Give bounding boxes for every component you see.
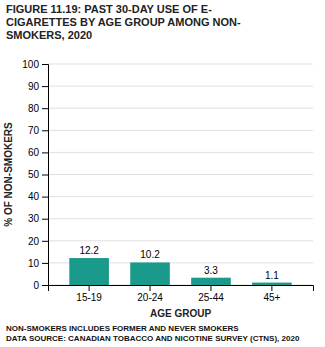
x-tick-label: 15-19 (76, 292, 102, 303)
y-tick: 40 (28, 191, 48, 202)
data-label: 10.2 (140, 249, 160, 260)
y-tick-label: 50 (28, 169, 40, 180)
x-axis-line (49, 286, 314, 292)
y-tick: 100 (22, 59, 48, 70)
x-tick-mark (89, 285, 90, 291)
grid-line (48, 174, 313, 175)
grid-line (48, 130, 313, 131)
y-tick-label: 70 (28, 125, 40, 136)
x-tick: 20-24 (137, 285, 163, 303)
x-tick-mark (271, 285, 272, 291)
footnote: NON-SMOKERS INCLUDES FORMER AND NEVER SM… (6, 324, 239, 333)
y-tick-label: 100 (22, 59, 39, 70)
x-tick-mark (210, 285, 211, 291)
data-label: 1.1 (265, 270, 279, 281)
plot: 12.2 10.2 3.3 1.1 15-19 20-24 25-44 45+ 0 10 20 30 4… (22, 59, 313, 303)
y-tick-label: 60 (28, 147, 40, 158)
y-tick-label: 0 (33, 280, 39, 291)
y-tick-mark (42, 108, 48, 109)
x-tick-label: 20-24 (137, 292, 163, 303)
y-tick: 70 (28, 125, 48, 136)
grid-line (48, 152, 313, 153)
y-tick: 80 (28, 103, 48, 114)
y-tick-mark (42, 197, 48, 198)
x-tick-label: 45+ (263, 292, 280, 303)
y-tick-mark (42, 285, 48, 286)
y-tick-label: 20 (28, 236, 40, 247)
title-line: CIGARETTES BY AGE GROUP AMONG NON- (6, 16, 241, 28)
y-tick: 30 (28, 213, 48, 224)
y-tick-label: 90 (28, 81, 40, 92)
grid-line (48, 240, 313, 241)
bar (252, 283, 292, 285)
grid-line (48, 108, 313, 109)
y-tick: 20 (28, 236, 48, 247)
grid-line (48, 218, 313, 219)
y-tick: 50 (28, 169, 48, 180)
y-tick-mark (42, 130, 48, 131)
grid-line (48, 86, 313, 87)
y-tick: 0 (33, 280, 48, 291)
y-axis: 0 10 20 30 40 50 60 70 80 90 100 (22, 59, 48, 291)
bars (69, 258, 291, 285)
y-tick: 10 (28, 258, 48, 269)
x-axis: 15-19 20-24 25-44 45+ (49, 285, 314, 303)
y-tick-mark (42, 219, 48, 220)
x-tick: 25-44 (198, 285, 224, 303)
grid-line (48, 64, 313, 65)
x-tick-label: 25-44 (198, 292, 224, 303)
footnote: DATA SOURCE: CANADIAN TOBACCO AND NICOTI… (6, 334, 300, 343)
data-labels: 12.2 10.2 3.3 1.1 (79, 245, 279, 281)
y-axis-title: % OF NON-SMOKERS (3, 122, 14, 227)
grid-line (48, 196, 313, 197)
grid (48, 64, 313, 285)
title-line: SMOKERS, 2020 (6, 29, 92, 41)
y-tick-mark (42, 64, 48, 65)
y-tick-mark (42, 241, 48, 242)
bar (191, 278, 231, 285)
bar (69, 258, 109, 285)
x-tick: 45+ (263, 285, 280, 303)
title-line: FIGURE 11.19: PAST 30-DAY USE OF E- (6, 3, 212, 15)
x-tick: 15-19 (76, 285, 102, 303)
y-tick: 90 (28, 81, 48, 92)
bar (130, 262, 170, 285)
y-tick-label: 10 (28, 258, 40, 269)
data-label: 3.3 (204, 265, 218, 276)
title: FIGURE 11.19: PAST 30-DAY USE OF E-CIGAR… (6, 3, 241, 41)
y-tick: 60 (28, 147, 48, 158)
y-tick-mark (42, 86, 48, 87)
y-tick-label: 30 (28, 213, 40, 224)
data-label: 12.2 (79, 245, 99, 256)
y-tick-label: 40 (28, 191, 40, 202)
x-tick-mark (150, 285, 151, 291)
chart: FIGURE 11.19: PAST 30-DAY USE OF E-CIGAR… (0, 0, 325, 347)
y-tick-mark (42, 263, 48, 264)
y-tick-label: 80 (28, 103, 40, 114)
x-axis-title: AGE GROUP (150, 308, 211, 319)
y-tick-mark (42, 152, 48, 153)
y-tick-mark (42, 175, 48, 176)
y-axis-line (42, 65, 49, 286)
